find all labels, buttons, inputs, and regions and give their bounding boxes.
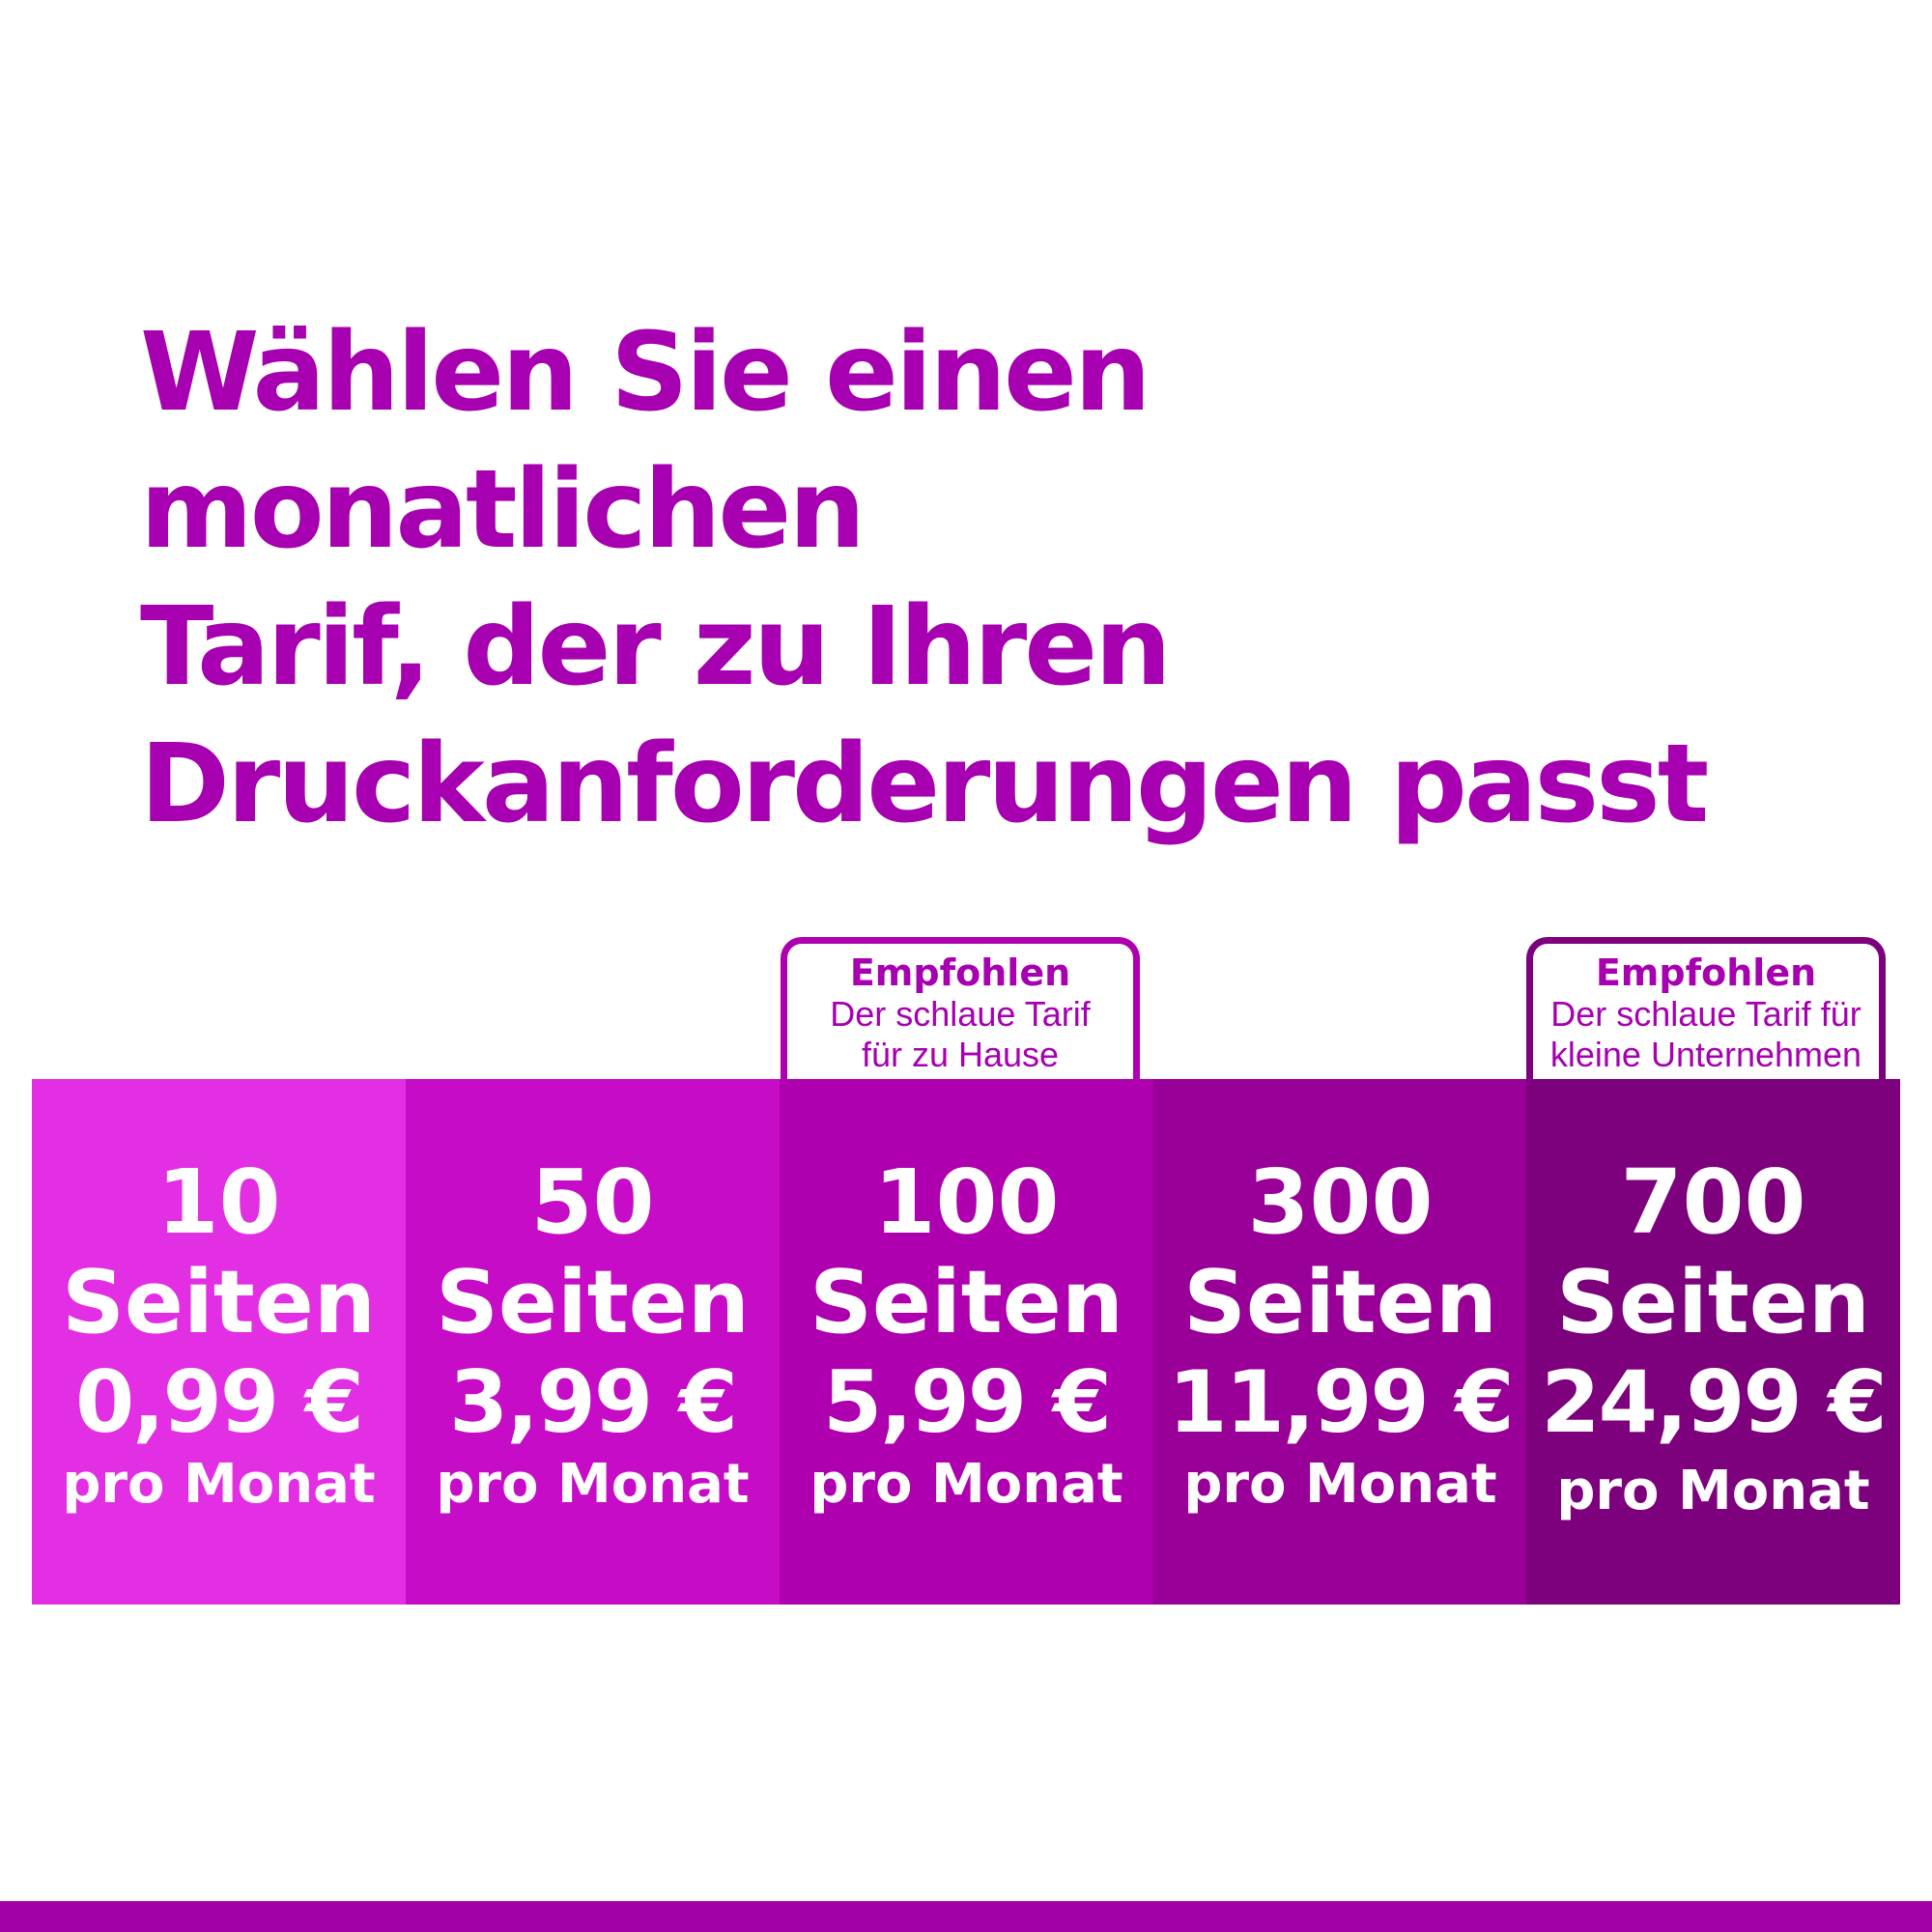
plan-period: pro Monat <box>436 1453 750 1516</box>
plan-10-pages[interactable]: 10 Seiten 0,99 € pro Monat <box>32 1079 406 1605</box>
plan-unit: Seiten <box>436 1252 750 1353</box>
footer-bar <box>0 1901 1932 1932</box>
title-line: Wählen Sie einen monatlichen <box>140 310 1151 573</box>
plan-price: 5,99 € <box>823 1352 1112 1452</box>
plan-pages: 700 <box>1620 1151 1806 1254</box>
badge-subtitle: kleine Unternehmen <box>1549 1035 1862 1074</box>
plan-period: pro Monat <box>62 1453 376 1516</box>
badge-subtitle: Der schlaue Tarif für <box>1550 994 1861 1034</box>
recommended-badge-business: Empfohlen Der schlaue Tarif für kleine U… <box>1526 937 1886 1089</box>
plan-price: 24,99 € <box>1541 1352 1887 1452</box>
badge-subtitle: Der schlaue Tarif <box>830 994 1091 1034</box>
plan-unit: Seiten <box>1183 1252 1497 1353</box>
plan-period: pro Monat <box>1183 1453 1497 1516</box>
badge-subtitle: für zu Hause <box>861 1035 1060 1074</box>
plan-price: 3,99 € <box>449 1352 738 1452</box>
plan-period: pro Monat <box>810 1453 1123 1516</box>
plan-100-pages[interactable]: 100 Seiten 5,99 € pro Monat <box>780 1079 1153 1605</box>
plan-50-pages[interactable]: 50 Seiten 3,99 € pro Monat <box>406 1079 780 1605</box>
plan-unit: Seiten <box>810 1252 1123 1353</box>
plan-period: pro Monat <box>1556 1460 1870 1522</box>
plan-price: 0,99 € <box>75 1352 364 1452</box>
title-line: Tarif, der zu Ihren <box>140 584 1172 710</box>
recommended-badge-home: Empfohlen Der schlaue Tarif für zu Hause <box>781 937 1140 1089</box>
plan-price: 11,99 € <box>1168 1352 1514 1452</box>
plan-unit: Seiten <box>62 1252 376 1353</box>
plan-pages: 50 <box>530 1151 655 1254</box>
plan-pages: 10 <box>156 1151 281 1254</box>
plan-pages: 300 <box>1247 1151 1434 1254</box>
plan-pages: 100 <box>873 1151 1060 1254</box>
page-title: Wählen Sie einen monatlichen Tarif, der … <box>140 304 1879 853</box>
badge-title: Empfohlen <box>849 952 1071 994</box>
badge-title: Empfohlen <box>1595 952 1817 994</box>
plan-unit: Seiten <box>1556 1252 1870 1353</box>
plan-300-pages[interactable]: 300 Seiten 11,99 € pro Monat <box>1153 1079 1527 1605</box>
title-line: Druckanforderungen passt <box>140 722 1709 847</box>
plan-700-pages[interactable]: 700 Seiten 24,99 € pro Monat <box>1526 1079 1900 1605</box>
